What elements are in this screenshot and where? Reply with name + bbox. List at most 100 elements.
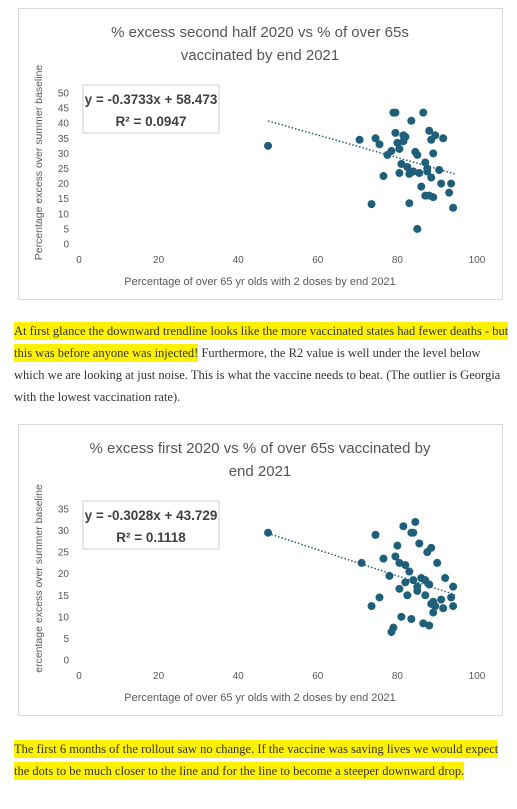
chart-1-data-point bbox=[375, 140, 384, 149]
chart-1-title-line-2: vaccinated by end 2021 bbox=[181, 47, 339, 64]
chart-1-data-point bbox=[415, 169, 424, 178]
chart-2-data-point bbox=[367, 602, 376, 611]
chart-1-y-tick-label: 5 bbox=[63, 224, 69, 235]
chart-1-data-point bbox=[429, 193, 438, 202]
chart-2-x-tick-label: 20 bbox=[153, 671, 165, 682]
chart-1-data-point bbox=[437, 179, 446, 188]
paragraph-1-rest: Furthermore, the R2 value is well under … bbox=[14, 346, 501, 404]
chart-2-r-squared: R² = 0.1118 bbox=[116, 530, 186, 545]
chart-1-data-point bbox=[407, 116, 416, 125]
chart-1-y-tick-label: 20 bbox=[58, 179, 70, 190]
chart-1-data-point bbox=[431, 131, 440, 140]
chart-2-data-point bbox=[411, 517, 420, 526]
chart-1-data-point bbox=[413, 150, 422, 159]
chart-1-data-point bbox=[395, 144, 404, 153]
chart-1-data-point bbox=[264, 141, 273, 150]
chart-2-data-point bbox=[439, 604, 448, 613]
chart-1-data-point bbox=[425, 126, 434, 135]
chart-2-y-tick-label: 30 bbox=[58, 526, 70, 537]
chart-1-data-point bbox=[367, 200, 376, 209]
chart-2-data-point bbox=[449, 602, 458, 611]
chart-2-data-point bbox=[437, 595, 446, 604]
chart-1-y-tick-label: 30 bbox=[58, 149, 70, 160]
chart-1-data-point bbox=[427, 173, 436, 182]
chart-1-equation-box bbox=[82, 84, 220, 134]
chart-2-equation: y = -0.3028x + 43.729 bbox=[85, 508, 218, 523]
chart-1-x-tick-label: 40 bbox=[233, 255, 245, 266]
chart-1-data-point bbox=[401, 132, 410, 141]
chart-2-data-point bbox=[425, 580, 434, 589]
chart-1-y-tick-label: 50 bbox=[58, 89, 70, 100]
chart-2-data-point bbox=[357, 558, 366, 567]
chart-2-data-point bbox=[399, 522, 408, 531]
chart-1-data-point bbox=[419, 108, 428, 117]
chart-2-data-point bbox=[391, 552, 400, 561]
chart-1-x-tick-label: 60 bbox=[312, 255, 324, 266]
chart-1-data-point bbox=[391, 128, 400, 137]
chart-1-data-point bbox=[405, 199, 414, 208]
chart-1-x-tick-label: 100 bbox=[469, 255, 486, 266]
chart-2-x-tick-label: 80 bbox=[392, 671, 404, 682]
chart-2-data-point bbox=[415, 539, 424, 548]
chart-2-data-point bbox=[425, 621, 434, 630]
chart-2-y-tick-label: 0 bbox=[63, 656, 69, 667]
chart-1-data-point bbox=[413, 224, 422, 233]
chart-2-data-point bbox=[401, 578, 410, 587]
chart-2-svg: % excess first 2020 vs % of over 65s vac… bbox=[33, 440, 486, 704]
chart-1-data-point bbox=[355, 135, 364, 144]
chart-1-data-point bbox=[429, 149, 438, 158]
chart-2-data-point bbox=[413, 586, 422, 595]
chart-2-data-point bbox=[385, 571, 394, 580]
chart-2-y-tick-label: 20 bbox=[58, 569, 70, 580]
chart-1-data-point bbox=[397, 159, 406, 168]
chart-2-data-point bbox=[371, 530, 380, 539]
chart-2-x-tick-label: 100 bbox=[469, 671, 486, 682]
chart-2-data-point bbox=[397, 612, 406, 621]
chart-1-x-axis-label: Percentage of over 65 yr olds with 2 dos… bbox=[124, 276, 396, 288]
chart-1-data-point bbox=[417, 182, 426, 191]
chart-2-y-tick-label: 10 bbox=[58, 612, 70, 623]
chart-1-r-squared: R² = 0.0947 bbox=[116, 114, 187, 129]
chart-1-title-line-1: % excess second half 2020 vs % of over 6… bbox=[111, 24, 409, 41]
chart-2-x-axis-label: Percentage of over 65 yr olds with 2 dos… bbox=[124, 692, 396, 704]
chart-1-data-point bbox=[439, 134, 448, 143]
chart-2-y-tick-label: 25 bbox=[58, 548, 70, 559]
chart-2-data-point bbox=[375, 593, 384, 602]
chart-1-data-point bbox=[391, 108, 400, 117]
chart-1-y-tick-label: 45 bbox=[58, 104, 70, 115]
chart-1-y-tick-label: 0 bbox=[63, 240, 69, 251]
chart-1-data-point bbox=[445, 188, 454, 197]
chart-1-data-point bbox=[379, 172, 388, 181]
chart-excess-first-2020: % excess first 2020 vs % of over 65s vac… bbox=[18, 424, 503, 716]
chart-1-data-point bbox=[421, 158, 430, 167]
chart-1-data-point bbox=[449, 203, 458, 212]
chart-2-data-point bbox=[379, 554, 388, 563]
chart-1-data-point bbox=[371, 134, 380, 143]
chart-2-data-point bbox=[409, 576, 418, 585]
chart-1-svg: % excess second half 2020 vs % of over 6… bbox=[33, 24, 486, 288]
chart-1-data-point bbox=[387, 146, 396, 155]
chart-1-data-point bbox=[403, 162, 412, 171]
chart-2-data-point bbox=[401, 561, 410, 570]
chart-2-x-tick-label: 0 bbox=[76, 671, 82, 682]
chart-1-x-tick-label: 80 bbox=[392, 255, 404, 266]
chart-1-y-tick-label: 40 bbox=[58, 119, 70, 130]
commentary-paragraph-2: The first 6 months of the rollout saw no… bbox=[14, 738, 509, 782]
chart-excess-second-half-2020: % excess second half 2020 vs % of over 6… bbox=[18, 8, 503, 300]
chart-2-data-point bbox=[441, 574, 450, 583]
chart-1-y-axis-label: Percentage excess over summer baseline bbox=[33, 65, 45, 261]
chart-2-data-point bbox=[405, 567, 414, 576]
chart-2-data-point bbox=[421, 591, 430, 600]
chart-1-y-tick-label: 10 bbox=[58, 209, 70, 220]
chart-2-data-point bbox=[395, 584, 404, 593]
chart-2-x-tick-label: 60 bbox=[312, 671, 324, 682]
chart-2-data-point bbox=[429, 608, 438, 617]
chart-2-data-point bbox=[407, 615, 416, 624]
chart-2-y-tick-label: 5 bbox=[63, 634, 69, 645]
chart-2-x-tick-label: 40 bbox=[233, 671, 245, 682]
chart-1-y-tick-label: 35 bbox=[58, 134, 70, 145]
chart-1-data-point bbox=[423, 167, 432, 176]
chart-1-y-tick-label: 15 bbox=[58, 194, 70, 205]
chart-2-data-point bbox=[264, 528, 273, 537]
chart-1-data-point bbox=[435, 166, 444, 175]
